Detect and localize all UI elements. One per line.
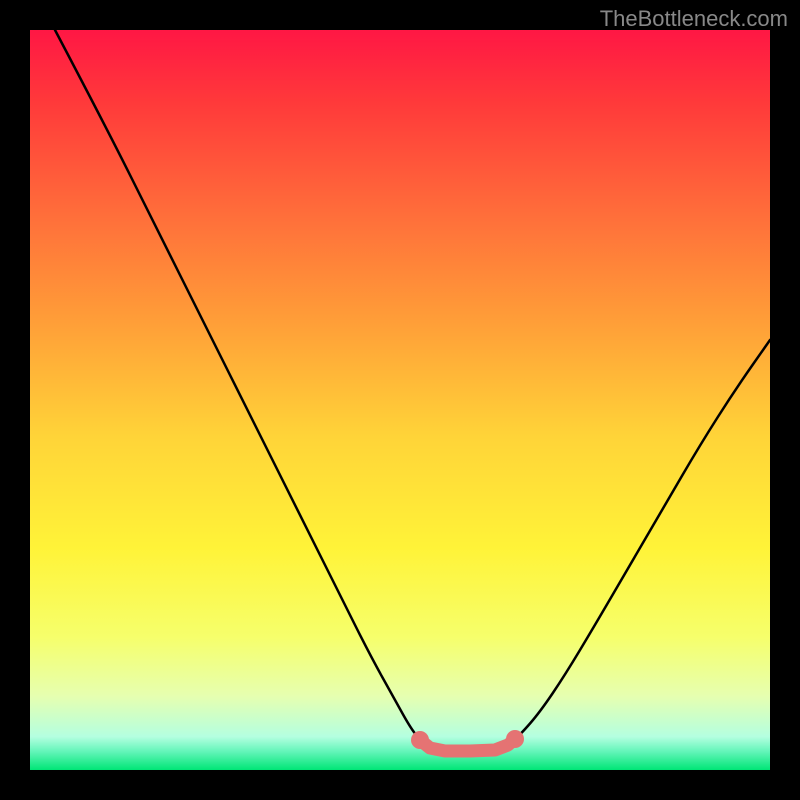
chart-container: TheBottleneck.com: [0, 0, 800, 800]
bottleneck-chart: [0, 0, 800, 800]
highlight-end-dot: [506, 730, 524, 748]
highlight-start-dot: [411, 731, 429, 749]
watermark-label: TheBottleneck.com: [600, 6, 788, 32]
chart-plot-background: [30, 30, 770, 770]
